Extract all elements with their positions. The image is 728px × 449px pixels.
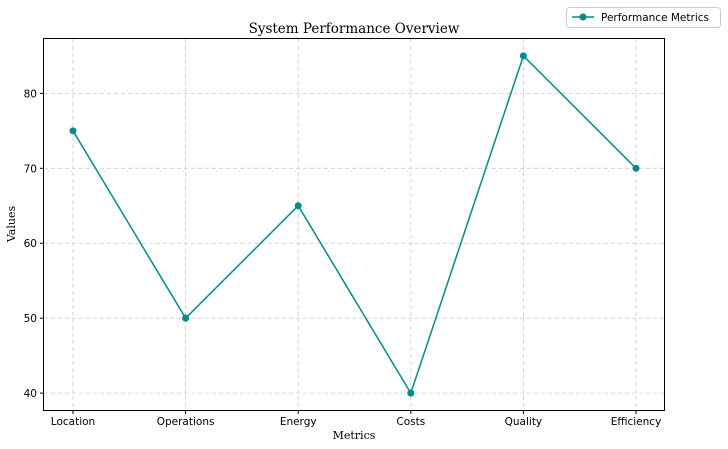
y-tick-label: 50 — [24, 313, 37, 325]
x-axis-label: Metrics — [333, 429, 376, 442]
chart-title: System Performance Overview — [249, 21, 460, 37]
legend-marker — [579, 13, 587, 21]
y-tick-label: 80 — [24, 88, 37, 100]
x-tick-label: Costs — [396, 416, 425, 428]
data-point — [182, 314, 190, 322]
data-point — [294, 202, 302, 210]
data-point — [69, 127, 77, 135]
plot-frame — [43, 38, 665, 411]
x-axis-ticks: Location Operations Energy Costs Quality Effi… — [51, 410, 662, 428]
y-tick-label: 70 — [24, 163, 37, 175]
x-tick-label: Location — [51, 416, 95, 428]
legend-box — [566, 7, 721, 28]
legend: Performance Metrics — [566, 7, 721, 28]
y-tick-label: 60 — [24, 238, 37, 250]
y-tick-label: 40 — [24, 388, 37, 400]
legend-label: Performance Metrics — [601, 12, 709, 24]
x-tick-label: Operations — [157, 416, 215, 428]
series-line — [72, 54, 637, 395]
data-point — [632, 164, 640, 172]
y-axis-ticks: 40 50 60 70 80 — [24, 88, 44, 400]
x-tick-label: Efficiency — [611, 416, 662, 428]
x-tick-label: Quality — [505, 416, 543, 428]
data-point — [407, 389, 415, 397]
y-axis-label: Values — [5, 206, 18, 244]
data-point — [519, 52, 527, 60]
grid-lines — [44, 39, 664, 410]
series-layer — [69, 52, 640, 397]
x-tick-label: Energy — [280, 416, 317, 428]
